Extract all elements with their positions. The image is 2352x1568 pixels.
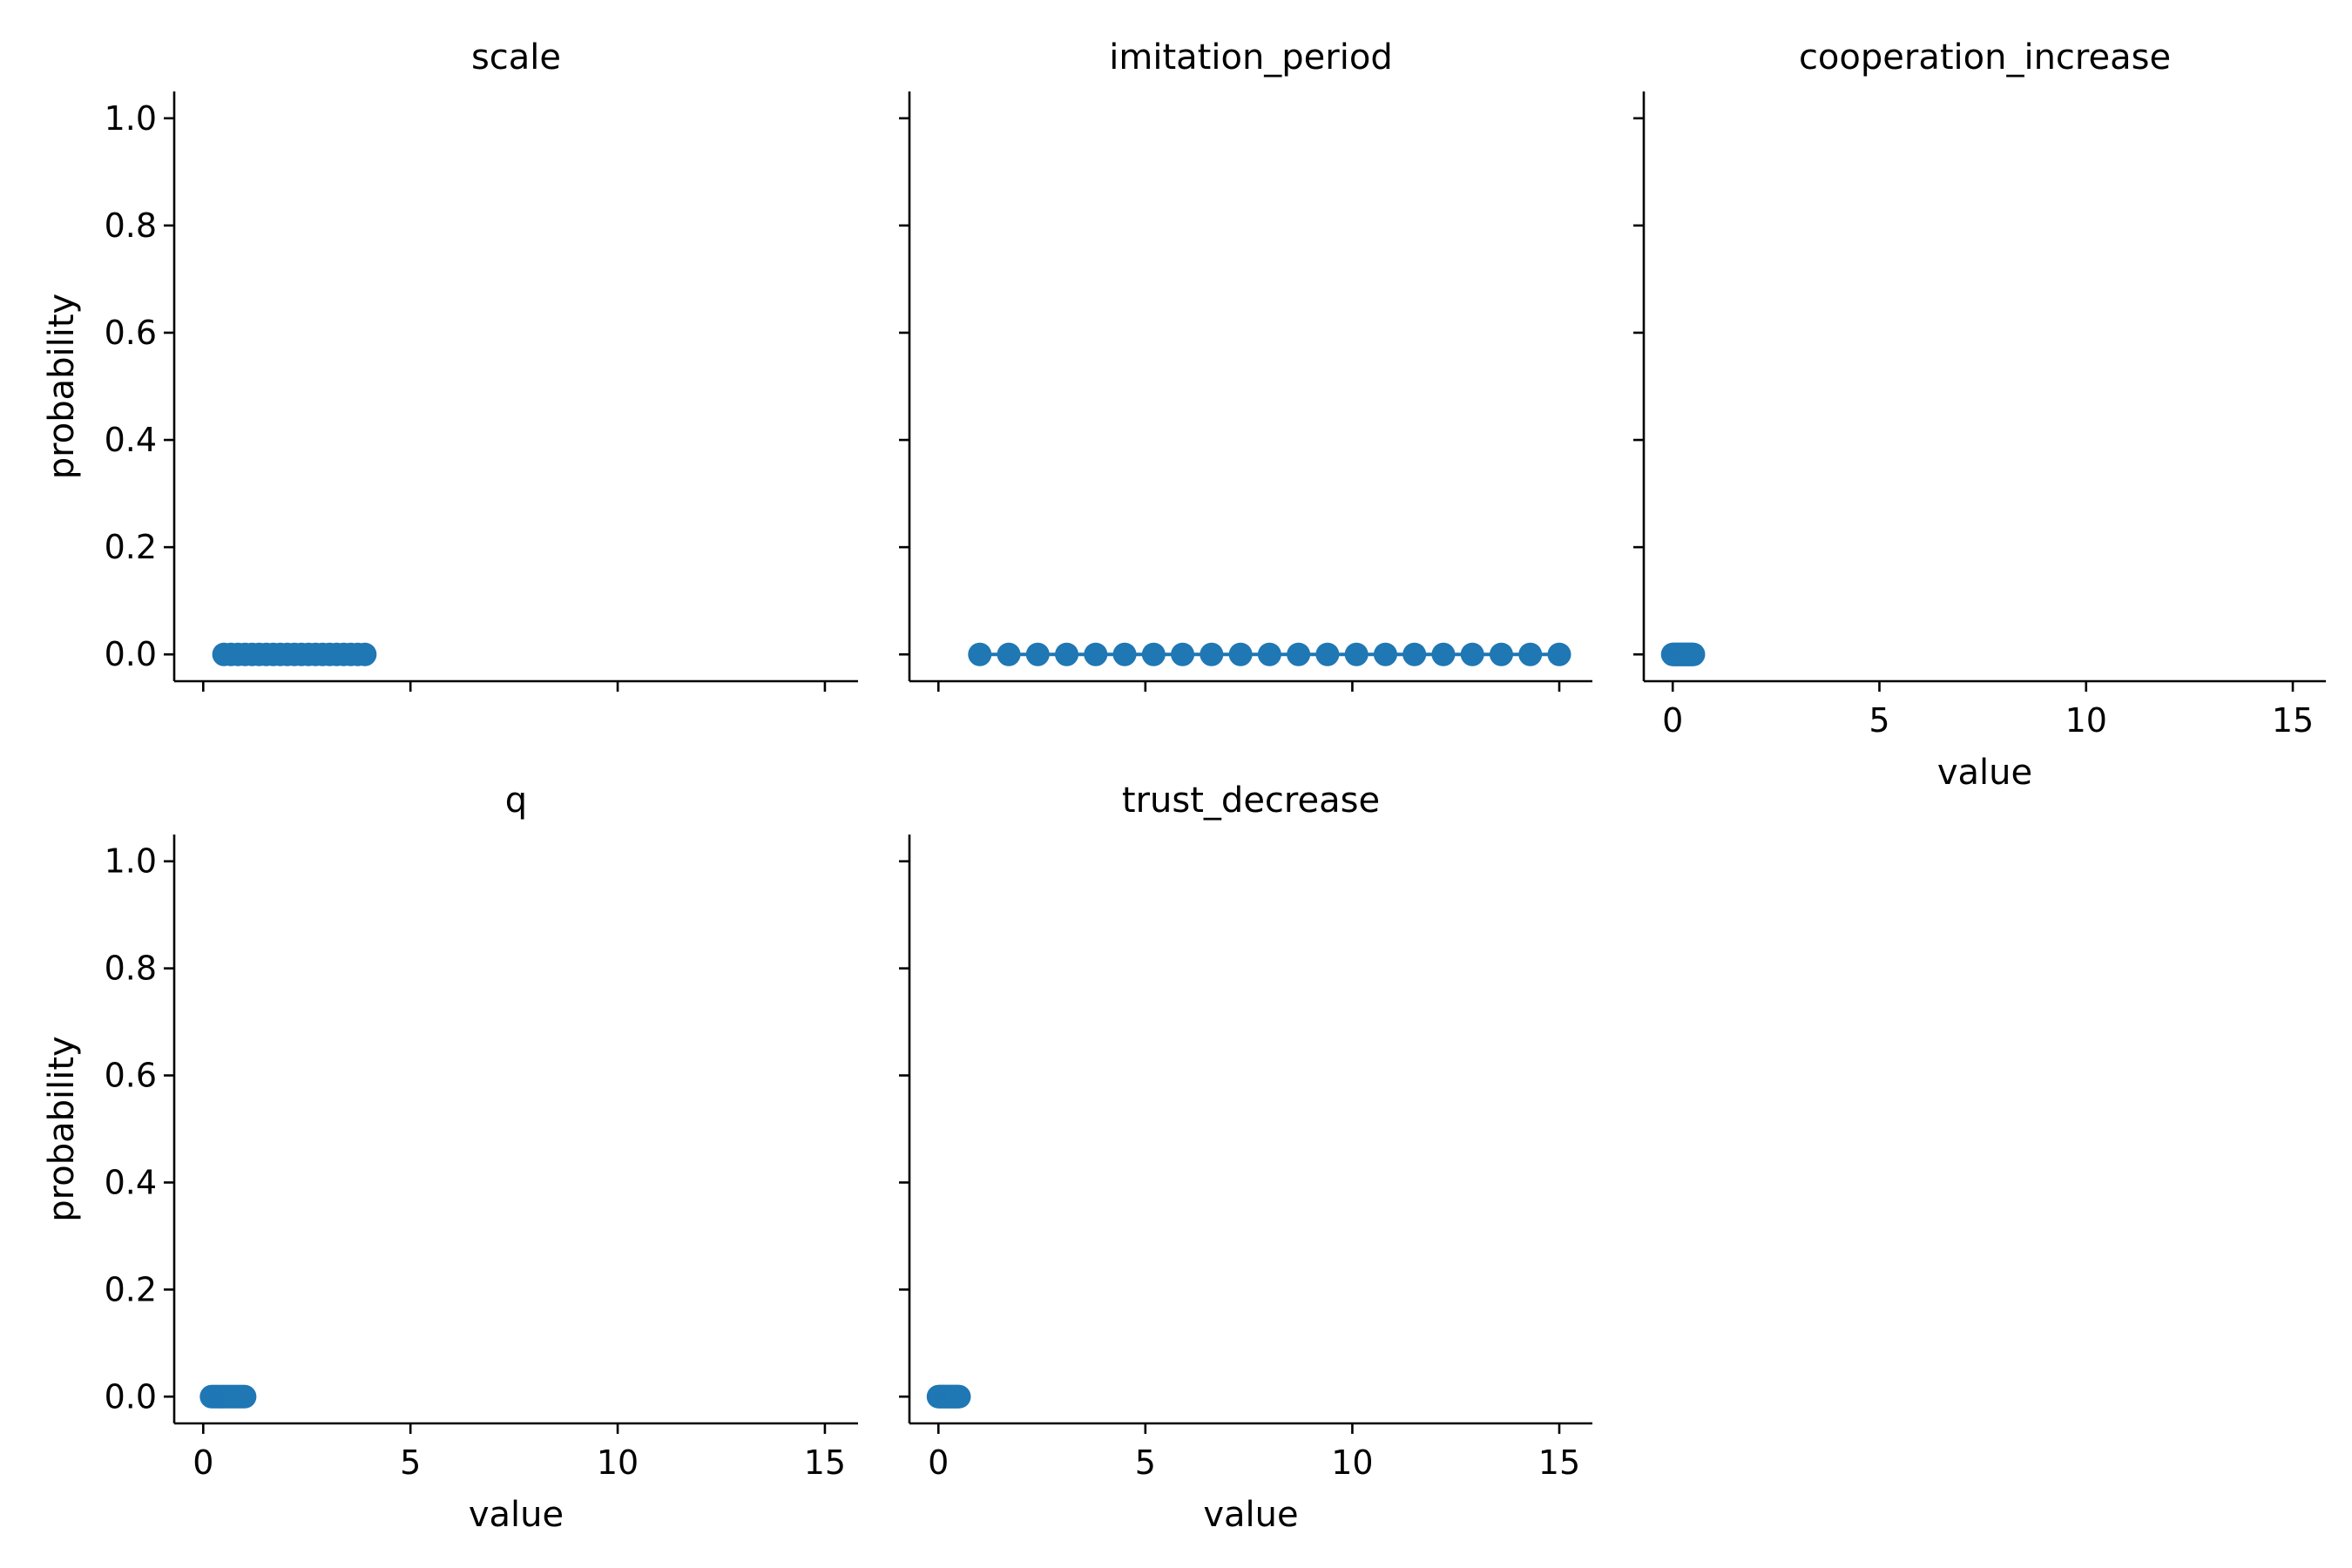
data-point (1200, 642, 1224, 666)
panel-1: 0.0 0.2 0.4 0.6 0.8 1.0 scale probability (42, 37, 858, 692)
data-point (1402, 642, 1427, 666)
data-point (997, 642, 1021, 666)
data-point (1518, 642, 1543, 666)
data-point (1344, 642, 1369, 666)
data-point (1315, 642, 1340, 666)
y-tick-label: 0.4 (105, 1163, 157, 1201)
data-point (1025, 642, 1050, 666)
y-tick-label: 0.6 (105, 1057, 157, 1095)
x-tick-label: 15 (1538, 1443, 1580, 1482)
data-point (353, 642, 377, 666)
y-tick-label: 0.0 (105, 635, 157, 673)
panel-title: cooperation_increase (1799, 37, 2171, 78)
x-tick-label: 0 (1662, 701, 1683, 740)
data-point (947, 1384, 971, 1409)
y-tick-label: 0.8 (105, 206, 157, 245)
x-tick-label: 10 (597, 1443, 639, 1482)
x-axis-title: value (1203, 1495, 1298, 1535)
x-tick-label: 15 (804, 1443, 846, 1482)
y-tick-label: 0.2 (105, 1270, 157, 1308)
x-tick-label: 5 (400, 1443, 421, 1482)
panel-title: scale (471, 37, 561, 78)
data-point (1547, 642, 1571, 666)
y-axis-title: probability (42, 294, 82, 479)
x-tick-label: 0 (928, 1443, 949, 1482)
x-axis-title: value (469, 1495, 564, 1535)
data-point (1055, 642, 1079, 666)
data-point (968, 642, 992, 666)
y-tick-label: 0.0 (105, 1377, 157, 1416)
y-tick-label: 1.0 (105, 99, 157, 138)
data-point (1431, 642, 1456, 666)
x-tick-label: 5 (1135, 1443, 1156, 1482)
x-tick-label: 5 (1869, 701, 1889, 740)
data-point (1112, 642, 1137, 666)
panel-title: q (505, 781, 527, 821)
data-point (233, 1384, 257, 1409)
y-tick-label: 0.8 (105, 950, 157, 988)
data-point (1681, 642, 1706, 666)
data-point (1084, 642, 1108, 666)
data-point (1287, 642, 1311, 666)
y-tick-label: 0.2 (105, 528, 157, 566)
y-axis-title: probability (42, 1036, 82, 1221)
panel-4: 0.0 0.2 0.4 0.6 0.8 1.0 0 5 10 15 q value probabilit… (42, 781, 858, 1535)
x-tick-label: 10 (1331, 1443, 1373, 1482)
data-point (1171, 642, 1195, 666)
data-point (1460, 642, 1484, 666)
panel-2: imitation_period (899, 37, 1592, 692)
x-axis-title: value (1937, 753, 2032, 793)
data-point (1141, 642, 1166, 666)
y-tick-label: 0.6 (105, 314, 157, 352)
data-point (1373, 642, 1397, 666)
data-point (1228, 642, 1253, 666)
data-point (1489, 642, 1513, 666)
x-tick-label: 15 (2272, 701, 2314, 740)
panel-title: trust_decrease (1122, 781, 1380, 821)
panel-title: imitation_period (1109, 37, 1392, 78)
x-tick-label: 0 (193, 1443, 213, 1482)
y-tick-label: 1.0 (105, 842, 157, 881)
data-point (1257, 642, 1281, 666)
y-tick-label: 0.4 (105, 421, 157, 459)
x-tick-label: 10 (2065, 701, 2107, 740)
